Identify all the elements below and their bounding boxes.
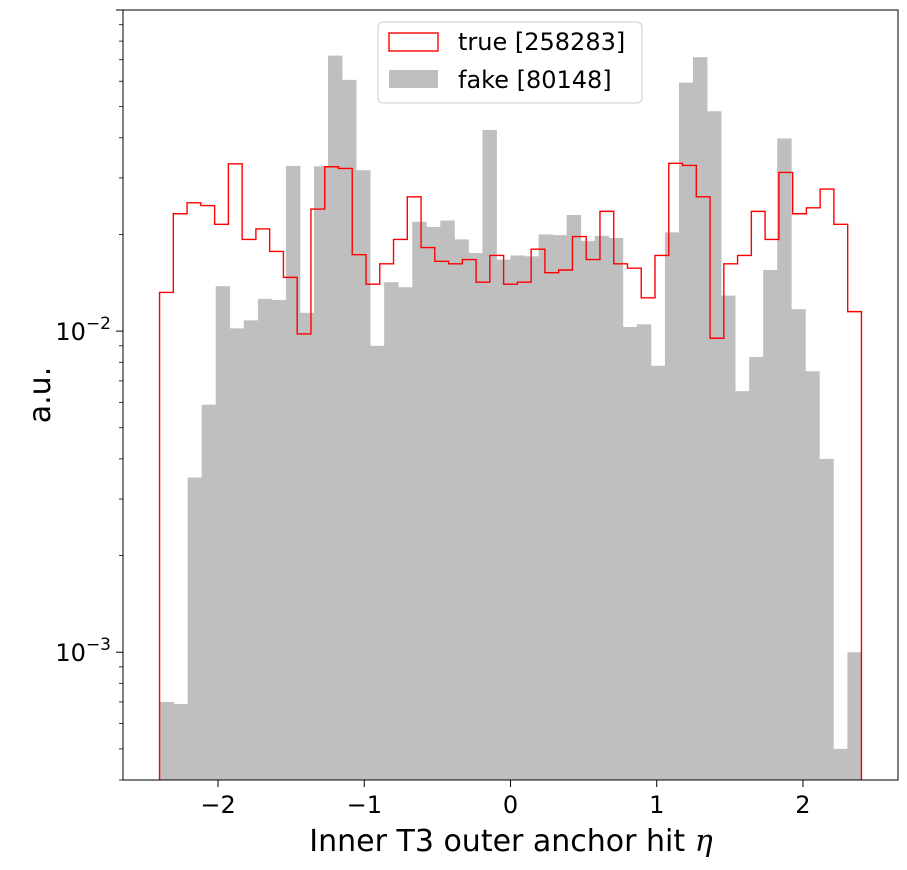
fake-bar [749, 357, 764, 780]
fake-bar [847, 652, 862, 780]
fake-bar [342, 79, 357, 781]
fake-bar [257, 298, 273, 780]
fake-bar [524, 256, 539, 780]
legend-true-label: true [258283] [458, 28, 625, 56]
y-axis-title: a.u. [23, 367, 58, 423]
fake-bar [552, 235, 568, 781]
fake-bar [622, 326, 638, 780]
fake-bar [271, 299, 287, 780]
svg-text:Inner T3 outer anchor hit: Inner T3 outer anchor hit η [309, 824, 712, 859]
fake-bar [187, 477, 203, 780]
fake-bar [243, 320, 259, 780]
fake-bar [594, 235, 610, 780]
fake-bar [819, 458, 834, 780]
legend: true [258283] fake [80148] [377, 21, 643, 104]
legend-true-swatch [388, 32, 439, 52]
fake-bar [384, 282, 399, 780]
fake-bar [805, 371, 820, 780]
x-tick-label: 2 [795, 791, 810, 819]
fake-bar [608, 237, 624, 780]
fake-bar [721, 295, 736, 780]
fake-bar [538, 234, 554, 780]
fake-bar [496, 259, 511, 780]
fake-bar [285, 165, 301, 780]
x-axis-title-group: Inner T3 outer anchor hit η [309, 824, 712, 859]
fake-bar [763, 269, 778, 780]
fake-bar [398, 287, 413, 780]
x-axis-ticks: −2 −1 0 1 2 [200, 780, 811, 819]
fake-series-bars [159, 55, 862, 781]
fake-bar [215, 286, 231, 780]
x-tick-label: −2 [200, 791, 235, 819]
x-tick-label: −1 [347, 791, 382, 819]
fake-bar [566, 214, 582, 781]
fake-bar [664, 232, 680, 781]
fake-bar [454, 239, 469, 780]
fake-bar [440, 220, 455, 781]
y-axis-ticks: 10−3 10−2 [55, 9, 123, 781]
legend-box [377, 21, 643, 104]
fake-bar [328, 55, 343, 780]
fake-bar [201, 404, 217, 780]
fake-bar [173, 703, 189, 780]
x-tick-label: 1 [649, 791, 664, 819]
fake-bar [735, 391, 750, 780]
legend-fake-swatch [389, 70, 438, 88]
x-axis-eta-symbol: η [695, 824, 713, 859]
fake-bar [482, 129, 497, 780]
fake-bar [468, 253, 483, 780]
fake-bar [707, 111, 722, 780]
fake-bar [412, 221, 427, 780]
x-tick-label: 0 [503, 791, 518, 819]
y-tick-label: 10−2 [55, 314, 111, 346]
fake-bar [426, 226, 441, 781]
fake-bar [313, 166, 329, 780]
fake-bar [636, 324, 652, 780]
fake-bar [229, 328, 245, 780]
fake-bar [833, 748, 848, 780]
fake-bar [692, 57, 708, 781]
fake-bar [650, 365, 666, 780]
fake-bar [356, 170, 371, 780]
fake-bar [777, 138, 792, 780]
legend-fake-label: fake [80148] [458, 66, 612, 94]
fake-bar [510, 255, 525, 781]
fake-bar [678, 82, 694, 780]
x-axis-title: Inner T3 outer anchor hit [309, 824, 685, 859]
y-tick-label: 10−3 [55, 635, 111, 667]
fake-bar [791, 309, 806, 780]
fake-bar [159, 701, 174, 780]
fake-bar [370, 345, 385, 780]
true-series-step-line [158, 162, 863, 780]
fake-bar [299, 312, 315, 780]
fake-bar [580, 240, 596, 780]
